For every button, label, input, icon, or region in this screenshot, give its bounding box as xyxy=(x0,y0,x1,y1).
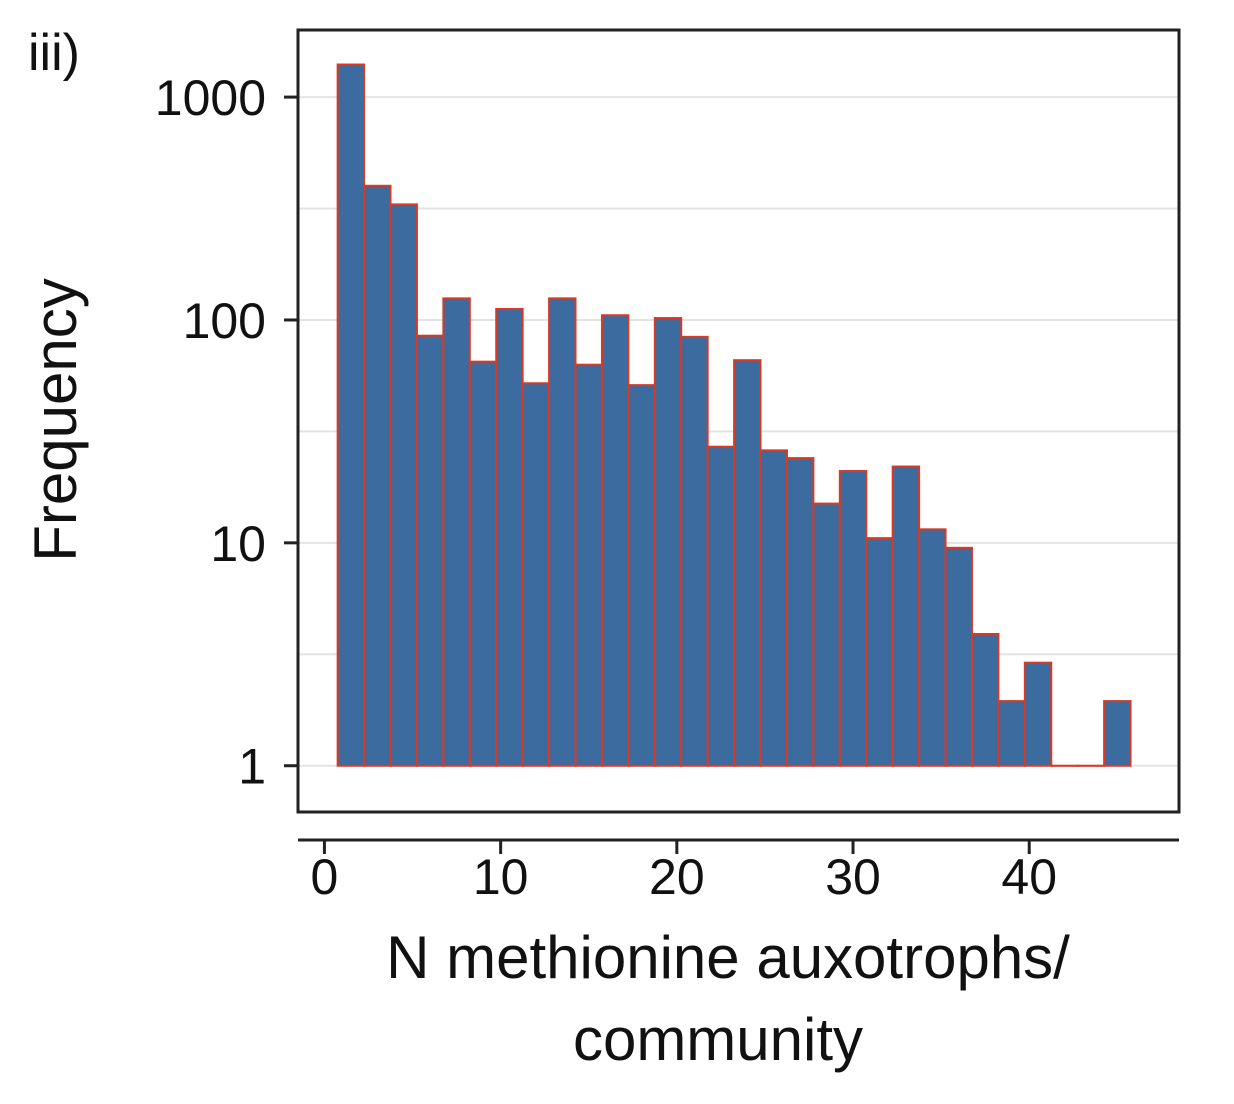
histogram-bar xyxy=(627,384,656,767)
x-axis-label-line-1: N methionine auxotrophs/ xyxy=(386,924,1070,991)
histogram-bar xyxy=(944,546,973,767)
histogram-bar xyxy=(706,445,736,767)
histogram-bar xyxy=(838,470,868,767)
bars xyxy=(336,63,1132,767)
histogram-bar xyxy=(574,363,603,767)
y-axis: 1 10 100 1000 xyxy=(155,70,298,795)
histogram-bar xyxy=(442,297,471,767)
histogram-bar xyxy=(521,382,551,767)
y-axis-label: Frequency xyxy=(22,278,89,561)
histogram-bar xyxy=(997,700,1026,767)
histogram-bar xyxy=(865,537,894,767)
x-tick-label: 40 xyxy=(1001,849,1057,905)
histogram-bar xyxy=(1103,700,1132,767)
histogram-bar xyxy=(495,308,524,767)
histogram-bar xyxy=(785,457,815,767)
histogram-bar xyxy=(812,502,841,767)
histogram-bar xyxy=(336,63,366,767)
x-axis: 0 10 20 30 40 xyxy=(298,838,1179,905)
histogram-bar xyxy=(891,465,921,767)
histogram-bar xyxy=(389,203,418,767)
plot-frame xyxy=(296,28,1181,814)
histogram-bar xyxy=(653,317,683,767)
x-tick-label: 10 xyxy=(473,849,529,905)
histogram-bar xyxy=(415,334,445,767)
x-tick-label: 20 xyxy=(649,849,705,905)
x-tick-label: 0 xyxy=(311,849,339,905)
histogram-bar xyxy=(548,297,577,767)
histogram-bar xyxy=(600,314,630,767)
y-tick-label: 1000 xyxy=(155,70,266,126)
y-tick-label: 10 xyxy=(210,516,266,572)
histogram-bar xyxy=(363,184,392,767)
histogram-bar xyxy=(680,335,709,767)
x-tick-label: 30 xyxy=(825,849,881,905)
y-tick-label: 1 xyxy=(238,739,266,795)
histogram-bar xyxy=(970,632,1000,767)
x-axis-label-line-2: community xyxy=(573,1006,863,1073)
panel-label: iii) xyxy=(28,24,80,82)
histogram-bar xyxy=(1023,661,1053,767)
histogram-bar xyxy=(733,359,762,767)
y-tick-label: 100 xyxy=(183,293,266,349)
histogram-bar xyxy=(918,528,947,767)
histogram-bar xyxy=(759,449,788,767)
histogram-bar xyxy=(468,360,498,767)
